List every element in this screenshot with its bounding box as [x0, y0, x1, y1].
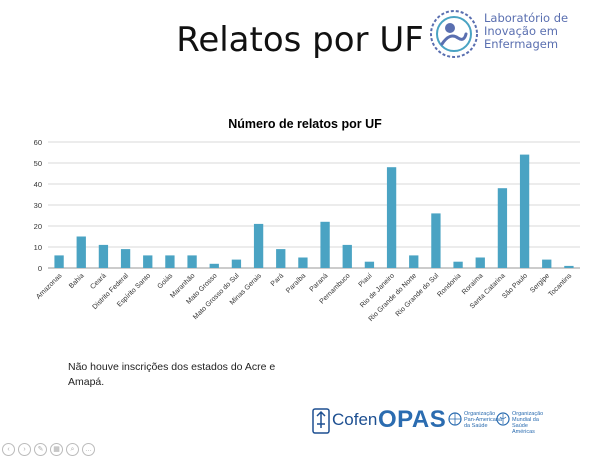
- x-tick-label: Bahia: [68, 272, 86, 290]
- slides-icon[interactable]: ▦: [50, 443, 63, 456]
- footer-logos: Cofen OPAS Organização Pan-Americana da …: [310, 404, 550, 440]
- y-tick-label: 30: [34, 201, 42, 210]
- x-tick-label: Sergipe: [529, 272, 551, 294]
- cofen-logo-text: Cofen: [332, 410, 378, 429]
- bar: [409, 255, 419, 268]
- ops-name-line1: Organização: [464, 411, 496, 417]
- oms-name-line3: Américas: [512, 429, 535, 435]
- lab-name: Laboratório de Inovação em Enfermagem: [484, 12, 568, 51]
- forward-icon[interactable]: ›: [18, 443, 31, 456]
- bar: [253, 223, 264, 268]
- chart-title: Número de relatos por UF: [228, 117, 382, 131]
- lab-logo: Laboratório de Inovação em Enfermagem: [428, 8, 596, 60]
- cofen-emblem-icon: [312, 408, 330, 434]
- note-text: Não houve inscrições dos estados do Acre…: [68, 361, 276, 388]
- ops-name: Organização Pan-Americana da Saúde: [464, 411, 502, 429]
- slide-toolbar: ‹ › ✎ ▦ ⌕…: [2, 438, 98, 456]
- x-tick-label: Paraná: [309, 272, 330, 293]
- x-tick-label: Amazonas: [35, 272, 64, 301]
- y-tick-label: 0: [38, 264, 42, 273]
- bar: [475, 257, 485, 268]
- ops-name-line3: da Saúde: [464, 423, 488, 429]
- pen-icon[interactable]: ✎: [34, 443, 47, 456]
- bar: [298, 257, 308, 268]
- y-tick-label: 20: [34, 222, 42, 231]
- lab-name-line2: Inovação em: [484, 24, 558, 38]
- bar: [54, 255, 64, 268]
- x-tick-label: Pará: [270, 272, 285, 287]
- y-tick-label: 10: [34, 243, 42, 252]
- ops-globe-icon: [448, 412, 462, 426]
- bar: [76, 236, 86, 268]
- bar: [519, 154, 530, 268]
- bar: [453, 261, 463, 268]
- zoom-icon[interactable]: ⌕: [66, 443, 79, 456]
- bar: [386, 167, 397, 268]
- oms-name: Organização Mundial da Saúde Américas: [512, 411, 550, 435]
- bar: [231, 259, 242, 268]
- bar: [120, 249, 131, 268]
- x-tick-label: Rio Grande do Sul: [395, 272, 441, 318]
- y-tick-label: 50: [34, 159, 42, 168]
- oms-name-line2: Mundial da Saúde: [512, 417, 539, 429]
- bar: [98, 244, 109, 268]
- oms-name-line1: Organização: [512, 411, 544, 417]
- bar: [497, 188, 508, 268]
- lab-name-line1: Laboratório de: [484, 11, 569, 25]
- x-tick-label: Tocantins: [547, 272, 573, 298]
- lab-name-line3: Enfermagem: [484, 37, 559, 51]
- x-tick-label: Goiás: [156, 272, 174, 290]
- back-icon[interactable]: ‹: [2, 443, 15, 456]
- grid-layer: [48, 141, 580, 269]
- bar: [431, 213, 441, 268]
- bar: [143, 255, 153, 268]
- y-axis-ticks: 0 10 20 30 40 50 60: [34, 138, 42, 273]
- bar: [542, 259, 552, 268]
- oms-globe-icon: [496, 412, 510, 426]
- bar: [276, 249, 286, 268]
- x-tick-label: Piauí: [358, 272, 374, 288]
- x-tick-label: Ceará: [89, 272, 108, 291]
- bars: [54, 154, 574, 268]
- lab-emblem-icon: [430, 10, 478, 58]
- bar: [209, 263, 219, 268]
- bar: [342, 244, 352, 268]
- ops-name-line2: Pan-Americana: [464, 417, 502, 423]
- bar-chart: Número de relatos por UF 0 10 20 30 40 50 60 A…: [34, 117, 580, 323]
- opas-logo-text: OPAS: [378, 406, 447, 433]
- bar: [564, 265, 574, 268]
- x-tick-label: Paraíba: [285, 272, 307, 294]
- bar: [320, 221, 330, 268]
- more-icon[interactable]: …: [82, 443, 95, 456]
- bar: [364, 261, 375, 268]
- y-tick-label: 40: [34, 180, 42, 189]
- slide-title: Relatos por UF: [176, 20, 424, 60]
- x-tick-label: Rondonia: [436, 272, 462, 298]
- bar: [165, 255, 175, 268]
- bar: [187, 255, 197, 268]
- y-tick-label: 60: [34, 138, 42, 147]
